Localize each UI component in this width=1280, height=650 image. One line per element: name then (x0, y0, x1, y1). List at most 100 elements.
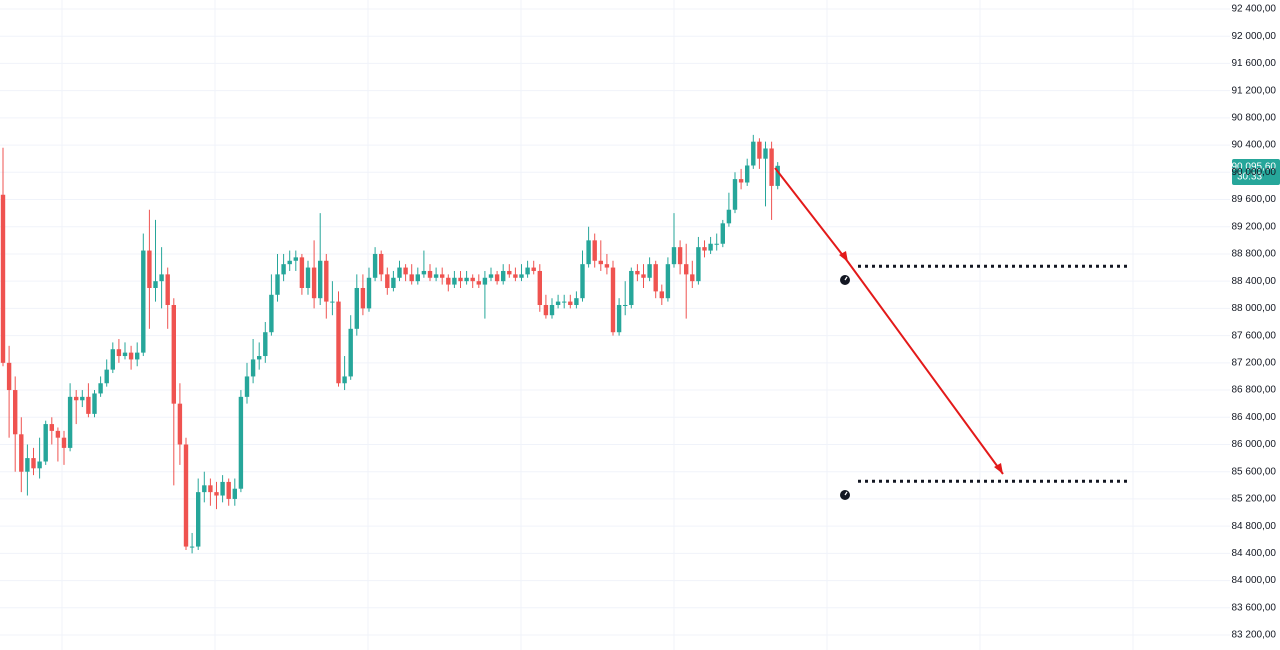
candle-body (665, 264, 671, 299)
candle-body (415, 274, 420, 282)
candle-body (183, 444, 189, 547)
y-tick-label: 84 400,00 (1232, 548, 1277, 559)
candle-body (342, 376, 347, 384)
candle-body (244, 376, 250, 397)
candle-body (372, 253, 378, 278)
candle-body (324, 260, 329, 302)
candle-body (702, 247, 707, 251)
y-tick-label: 90 400,00 (1232, 140, 1277, 151)
candle-body (55, 430, 61, 438)
candle-body (519, 274, 524, 278)
candle-body (525, 267, 530, 275)
candle-body (269, 294, 274, 333)
candle-body (537, 270, 542, 305)
candle-body (458, 277, 463, 282)
candle-body (562, 301, 567, 303)
candle-body (311, 267, 317, 299)
candle-body (671, 247, 677, 265)
candle-body (421, 270, 427, 275)
candle-body (122, 352, 128, 357)
y-tick-label: 91 200,00 (1232, 85, 1277, 96)
candle-body (543, 304, 549, 316)
y-tick-label: 85 600,00 (1232, 466, 1277, 477)
y-tick-label: 90 800,00 (1232, 113, 1277, 124)
candle-body (318, 260, 323, 299)
candle-body (31, 458, 36, 469)
y-tick-label: 88 000,00 (1232, 303, 1277, 314)
candle-body (220, 481, 225, 496)
candle-body (635, 270, 640, 275)
candle-body (147, 250, 152, 288)
y-tick-label: 89 600,00 (1232, 194, 1277, 205)
candle-body (714, 243, 719, 245)
candle-body (507, 270, 512, 275)
candle-body (92, 393, 97, 414)
candle-body (336, 301, 341, 384)
candle-body (171, 304, 176, 404)
candle-body (250, 359, 256, 377)
drawing-arrow (774, 167, 1004, 475)
candle-body (446, 277, 451, 285)
candle-body (37, 461, 42, 469)
candle-body (49, 424, 54, 431)
candle-body (214, 492, 219, 496)
candle-body (135, 352, 140, 360)
candle-body (409, 274, 414, 282)
price-tag (1232, 159, 1280, 185)
candle-body (659, 291, 664, 299)
candle-body (641, 274, 646, 278)
candle-body (403, 267, 408, 275)
y-tick-label: 86 000,00 (1232, 439, 1277, 450)
candle-body (86, 396, 91, 414)
candle-body (25, 458, 30, 472)
candle-body (745, 165, 750, 183)
y-tick-label: 84 000,00 (1232, 575, 1277, 586)
candle-body (476, 281, 481, 285)
candle-body (775, 165, 780, 186)
candle-body (653, 264, 658, 292)
candle-body (604, 264, 610, 268)
y-tick-label: 91 600,00 (1232, 58, 1277, 69)
candle-body (726, 209, 732, 224)
candle-body (43, 424, 48, 462)
candle-body (299, 257, 305, 288)
candle-body (165, 274, 170, 305)
candle-body (232, 488, 237, 499)
candle-body (555, 301, 561, 305)
candle-body (738, 179, 744, 183)
candle-body (305, 267, 311, 288)
y-tick-label: 92 400,00 (1232, 4, 1277, 15)
candle-body (104, 369, 109, 384)
candle-body (470, 277, 475, 282)
candle-body (549, 304, 555, 316)
candle-body (616, 304, 622, 333)
y-tick-label: 92 000,00 (1232, 31, 1277, 42)
candle-body (720, 223, 725, 244)
candle-body (293, 257, 298, 261)
candle-body (153, 281, 158, 288)
candle-body (732, 179, 738, 210)
candle-body (74, 396, 79, 401)
candle-body (482, 277, 488, 285)
candle-body (287, 260, 292, 265)
candle-body (647, 264, 652, 278)
candle-body (67, 396, 73, 448)
plot (0, 8, 1230, 636)
candle-body (330, 301, 335, 303)
candle-body (202, 485, 207, 493)
candle-body (0, 194, 6, 363)
candle-body (177, 403, 183, 445)
candle-body (769, 148, 774, 186)
y-tick-label: 83 600,00 (1232, 602, 1277, 613)
candle-body (208, 485, 213, 493)
y-tick-label: 84 800,00 (1232, 521, 1277, 532)
candle-body (116, 349, 122, 357)
candle-body (391, 277, 396, 288)
candle-body (501, 270, 506, 282)
alert-markers[interactable] (840, 275, 850, 500)
candle-body (513, 274, 518, 278)
candle-body (464, 277, 469, 282)
candle-body (110, 349, 115, 370)
candle-body (257, 356, 262, 360)
